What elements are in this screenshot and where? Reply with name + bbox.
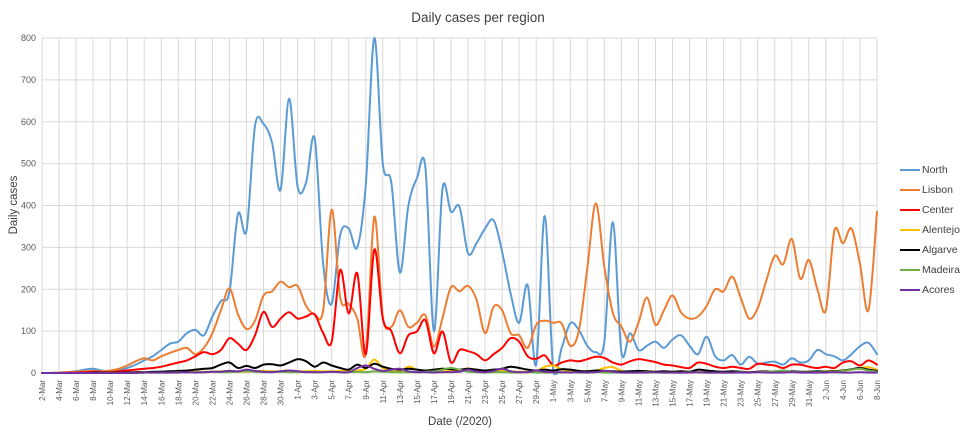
y-tick-label: 700	[21, 75, 36, 85]
legend-label-acores: Acores	[922, 284, 955, 296]
x-tick-label: 7-May	[600, 380, 609, 402]
x-tick-label: 8-Jun	[873, 380, 882, 400]
x-tick-label: 9-Apr	[362, 380, 371, 400]
x-tick-label: 24-Mar	[225, 380, 234, 406]
legend-swatch-madeira	[900, 269, 920, 271]
x-tick-label: 5-Apr	[328, 380, 337, 400]
x-tick-label: 19-Apr	[447, 380, 456, 404]
legend-label-north: North	[922, 164, 948, 176]
x-tick-label: 18-Mar	[174, 380, 183, 406]
x-tick-label: 4-Mar	[55, 380, 64, 401]
x-tick-label: 14-Mar	[140, 380, 149, 406]
x-tick-label: 11-Apr	[379, 380, 388, 404]
legend-label-lisbon: Lisbon	[922, 184, 953, 196]
x-tick-label: 29-May	[788, 380, 797, 407]
x-tick-label: 20-Mar	[191, 380, 200, 406]
x-tick-label: 11-May	[634, 380, 643, 406]
legend-item-acores: Acores	[900, 280, 960, 300]
y-tick-label: 500	[21, 159, 36, 169]
legend-label-madeira: Madeira	[922, 264, 960, 276]
legend-label-algarve: Algarve	[922, 244, 958, 256]
series-line-acores	[41, 364, 878, 375]
legend-item-center: Center	[900, 200, 960, 220]
chart-title: Daily cases per region	[411, 10, 545, 25]
x-tick-label: 12-Mar	[123, 380, 132, 406]
x-tick-label: 8-Mar	[89, 380, 98, 401]
x-tick-label: 3-Apr	[311, 380, 320, 400]
x-tick-label: 16-Mar	[157, 380, 166, 406]
x-tick-label: 15-Apr	[413, 380, 422, 404]
legend-item-north: North	[900, 160, 960, 180]
legend-label-alentejo: Alentejo	[922, 224, 960, 236]
x-tick-label: 27-May	[771, 380, 780, 407]
gridlines	[41, 37, 878, 374]
x-tick-label: 13-Apr	[396, 380, 405, 404]
legend-item-alentejo: Alentejo	[900, 220, 960, 240]
x-tick-label: 17-Apr	[430, 380, 439, 404]
legend-swatch-lisbon	[900, 189, 920, 191]
x-tick-label: 1-May	[549, 380, 558, 402]
x-tick-label: 7-Apr	[345, 380, 354, 400]
legend-swatch-north	[900, 169, 920, 171]
series-line-center	[41, 248, 878, 375]
x-tick-label: 15-May	[669, 380, 678, 407]
y-tick-label: 100	[21, 326, 36, 336]
x-tick-label: 17-May	[686, 380, 695, 407]
x-tick-label: 19-May	[703, 380, 712, 407]
legend-item-madeira: Madeira	[900, 260, 960, 280]
series-line-north	[41, 36, 878, 375]
x-tick-label: 2-Jun	[822, 380, 831, 400]
x-tick-label: 21-May	[720, 380, 729, 407]
y-tick-label: 300	[21, 242, 36, 252]
x-tick-label: 4-Jun	[839, 380, 848, 400]
x-tick-label: 10-Mar	[106, 380, 115, 406]
x-tick-label: 21-Apr	[464, 380, 473, 404]
y-tick-label: 800	[21, 33, 36, 43]
y-tick-label: 200	[21, 284, 36, 294]
legend-swatch-center	[900, 209, 920, 211]
legend-item-algarve: Algarve	[900, 240, 960, 260]
x-tick-label: 25-May	[754, 380, 763, 407]
legend-swatch-acores	[900, 289, 920, 291]
x-tick-label: 26-Mar	[243, 380, 252, 406]
x-tick-label: 5-May	[583, 380, 592, 402]
x-tick-label: 29-Apr	[532, 380, 541, 404]
legend-swatch-algarve	[900, 249, 920, 251]
series-line-lisbon	[41, 202, 878, 375]
legend-swatch-alentejo	[900, 229, 920, 231]
x-tick-label: 23-May	[737, 380, 746, 407]
y-axis-title: Daily cases	[8, 175, 20, 234]
plot-generated: 0 100 200 300 400 500 600 700 800 2-Mar 4-Mar 6-Mar…	[21, 33, 882, 407]
x-tick-label: 9-May	[617, 380, 626, 402]
x-tick-label: 22-Mar	[208, 380, 217, 406]
y-tick-label: 0	[31, 368, 36, 378]
x-tick-label: 27-Apr	[515, 380, 524, 404]
legend-item-lisbon: Lisbon	[900, 180, 960, 200]
x-tick-label: 28-Mar	[260, 380, 269, 406]
x-axis-title: Date (/2020)	[428, 416, 492, 428]
x-tick-label: 31-May	[805, 380, 814, 407]
x-tick-label: 23-Apr	[481, 380, 490, 404]
y-tick-label: 400	[21, 201, 36, 211]
x-tick-label: 6-Jun	[856, 380, 865, 400]
legend-label-center: Center	[922, 204, 954, 216]
x-tick-label: 30-Mar	[277, 380, 286, 406]
legend: North Lisbon Center Alentejo Algarve Madeira A…	[900, 160, 960, 300]
x-tick-label: 1-Apr	[294, 380, 303, 400]
x-tick-label: 2-Mar	[38, 380, 47, 401]
x-tick-label: 3-May	[566, 380, 575, 402]
y-tick-label: 600	[21, 117, 36, 127]
x-tick-label: 25-Apr	[498, 380, 507, 404]
x-tick-label: 6-Mar	[72, 380, 81, 401]
x-tick-label: 13-May	[652, 380, 661, 407]
